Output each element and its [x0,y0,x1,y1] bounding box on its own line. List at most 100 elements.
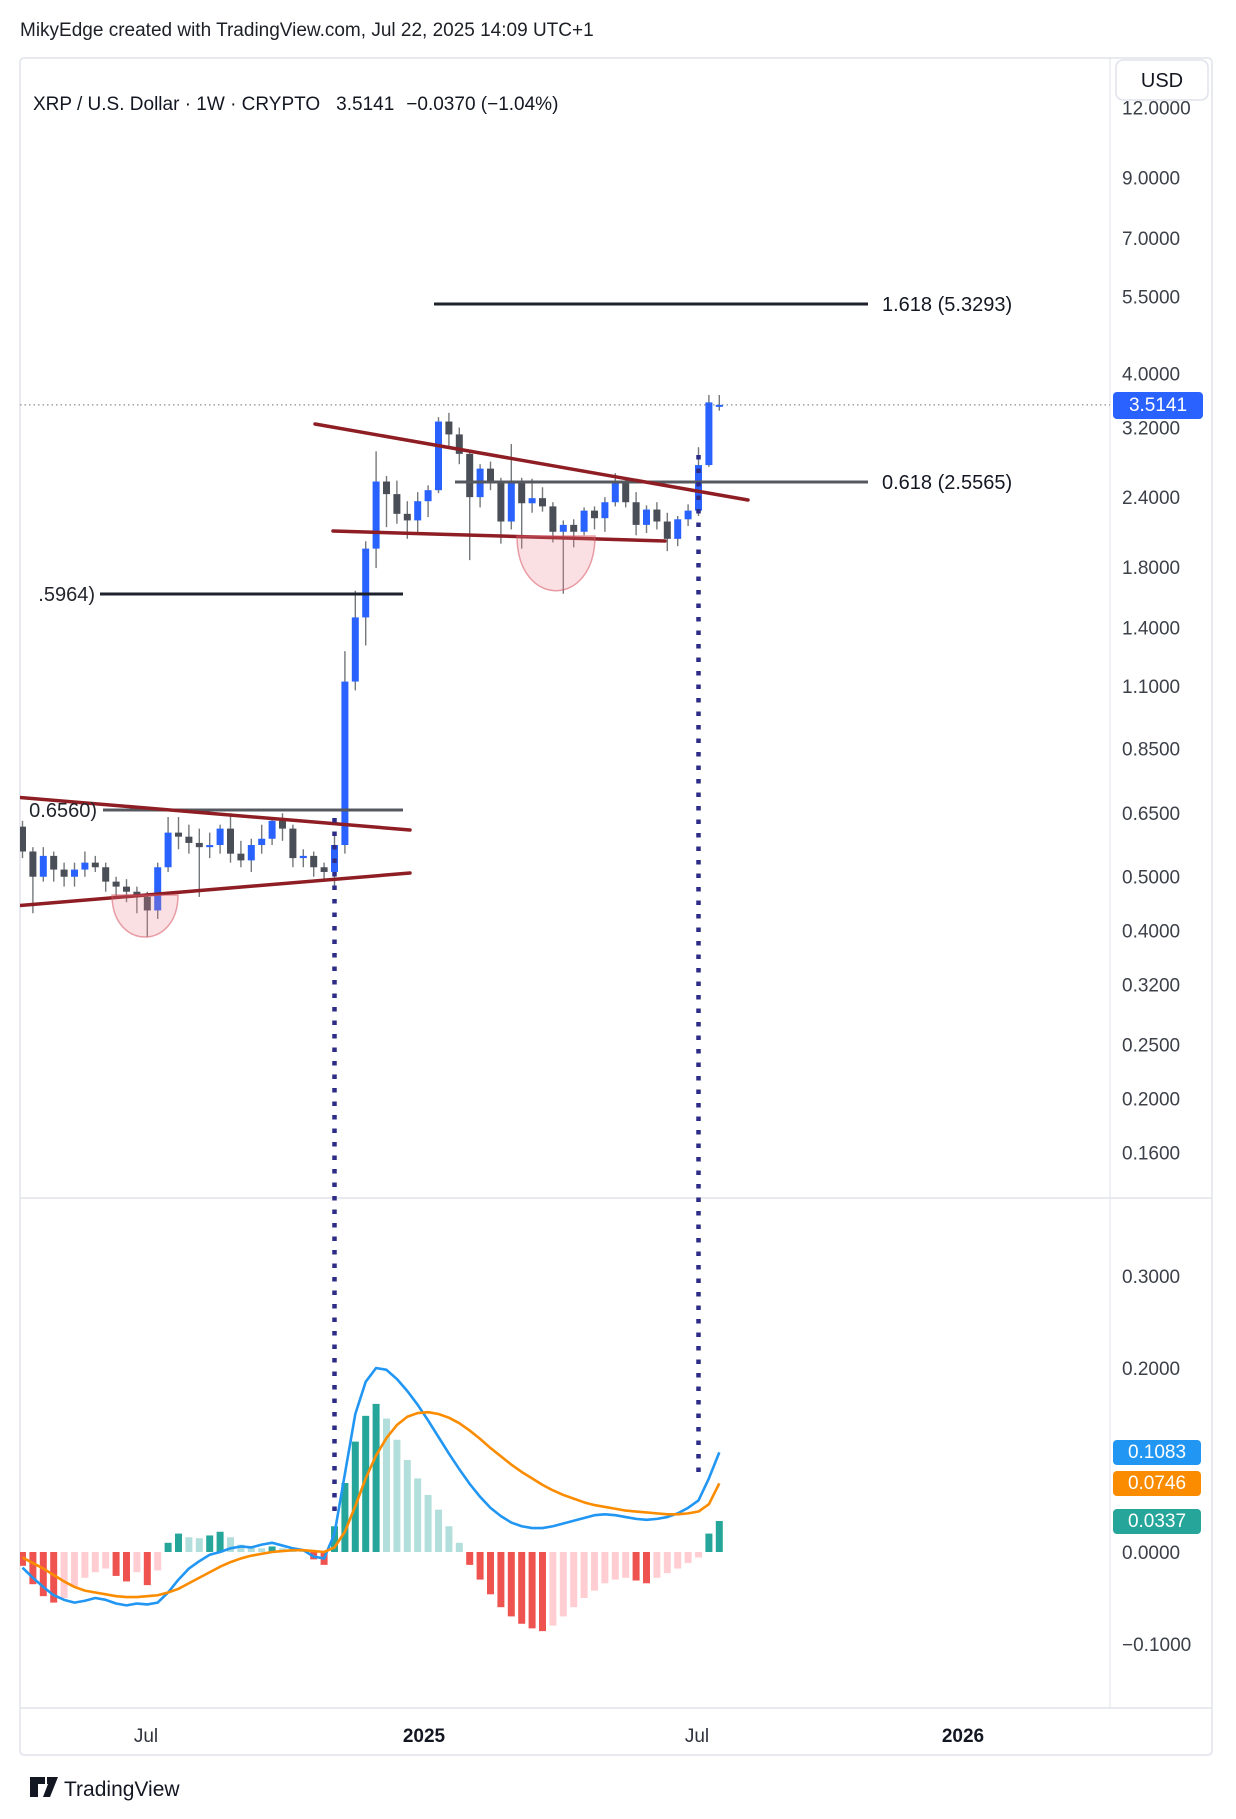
macd-hist-bar [653,1552,661,1578]
candle-body [320,867,328,872]
tradingview-logo[interactable]: TradingView [30,1777,180,1801]
candle-body [351,617,359,682]
macd-hist-bar [705,1533,713,1552]
fib-label-lower-0618: 0.6560) [29,800,97,822]
macd-hist-bar [185,1537,193,1552]
candle-body [81,862,89,870]
macd-hist-bar [549,1552,557,1626]
candle-body [695,465,702,511]
macd-hist-bar [466,1552,474,1565]
price-axis-label: 0.3200 [1122,976,1180,997]
candle-body [279,820,286,829]
price-axis[interactable]: 12.0000 9.0000 7.0000 5.5000 4.0000 3.2000 2.4… [1122,99,1191,1165]
candle-body [362,548,370,618]
macd-badge-signal-label: 0.0746 [1128,1473,1186,1494]
price-axis-label: 12.0000 [1122,99,1191,120]
candle-body [715,404,723,407]
candle-body [507,482,515,522]
macd-hist-bar [123,1552,130,1582]
macd-hist-bar [227,1537,234,1552]
macd-hist-bar [424,1494,432,1552]
candle-body [528,498,536,504]
trendline-lower-resistance[interactable] [14,795,412,832]
candle-body [601,502,609,519]
macd-hist-bar [539,1552,546,1632]
candle-body [372,481,380,549]
macd-hist-bar [50,1552,58,1603]
time-axis-label[interactable]: 2026 [942,1726,984,1747]
macd-hist-bar [91,1552,99,1573]
currency-button[interactable]: USD [1115,59,1209,101]
candle-body [195,842,203,848]
macd-histogram[interactable] [19,1403,723,1632]
macd-signal-line [21,1410,721,1599]
macd-hist-bar [643,1552,650,1584]
candle-body [175,832,182,837]
macd-hist-bar [497,1552,505,1608]
candle-body [455,434,463,454]
macd-hist-bar [268,1546,276,1552]
macd-hist-bar [133,1552,141,1573]
time-axis-label[interactable]: Jul [134,1726,158,1747]
candle-body [559,524,567,532]
candle-body [60,869,68,877]
macd-hist-bar [351,1441,359,1552]
candle-body [39,855,47,877]
candle-body [705,402,713,466]
price-axis-label: 0.2500 [1122,1035,1180,1056]
chart-attribution: MikyEdge created with TradingView.com, J… [20,20,594,41]
fib-label-lower-1618: .5964) [38,584,95,606]
macd-badge-hist-label: 0.0337 [1128,1511,1186,1532]
chart-card [19,57,1213,1756]
trendline-upper-support[interactable] [331,529,667,543]
candle-body [216,828,224,846]
macd-hist-bar [195,1538,203,1552]
candle-body [112,881,120,887]
macd-hist-bar [684,1552,692,1564]
time-axis[interactable]: Jul 2025 Jul 2026 [134,1726,984,1747]
tradingview-logo-icon [30,1777,58,1797]
price-axis-label: 0.6500 [1122,804,1180,825]
candle-body [206,845,214,848]
macd-badge-line-label: 0.1083 [1128,1442,1186,1463]
macd-hist-bar [154,1552,162,1571]
macd-badge-hist: 0.0337 [1113,1509,1201,1534]
candle-body [414,501,422,521]
price-axis-label: 5.5000 [1122,287,1180,308]
macd-lines [21,1366,721,1607]
candle-body [310,855,318,868]
macd-axis[interactable]: 0.3000 0.2000 0.0000 −0.1000 [1122,1267,1191,1656]
candle-body [643,509,650,525]
macd-hist-bar [445,1526,453,1552]
macd-hist-bar [435,1509,442,1552]
candle-body [684,510,692,520]
macd-hist-bar [206,1535,214,1552]
trendline-lower-support[interactable] [14,871,412,908]
fib-label-upper-1618: 1.618 (5.3293) [882,294,1012,316]
macd-hist-bar [414,1478,422,1552]
macd-hist-bar [112,1552,120,1576]
candle-body [29,851,37,877]
trendline-upper-resistance[interactable] [313,422,750,502]
candle-body [445,421,453,435]
candle-body [299,855,307,859]
macd-hist-bar [632,1552,640,1581]
macd-hist-bar [258,1548,266,1552]
candle-body [383,481,390,495]
symbol-title-row: XRP / U.S. Dollar · 1W · CRYPTO 3.5141 −0.… [33,94,558,115]
time-axis-label[interactable]: 2025 [403,1726,446,1747]
candle-pane[interactable] [19,395,723,937]
macd-hist-bar [487,1552,494,1595]
macd-hist-bar [143,1552,151,1586]
time-axis-label[interactable]: Jul [685,1726,709,1747]
candle-body [289,828,297,859]
candle-body [674,519,682,539]
candle-body [227,828,234,854]
macd-hist-bar [455,1542,463,1552]
candle-body [622,480,630,503]
candle-body [435,421,442,491]
macd-badge-line: 0.1083 [1113,1440,1201,1465]
macd-hist-bar [403,1460,411,1552]
macd-hist-bar [362,1415,370,1552]
macd-hist-bar [216,1531,224,1552]
